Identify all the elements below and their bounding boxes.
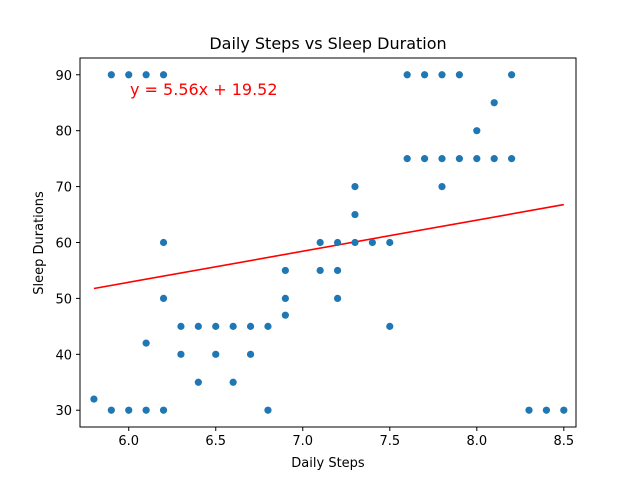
- data-point: [159, 238, 168, 247]
- plot-area: 6.0 6.5 7.0 7.5 8.0 8.5 30 40 50 60 70 80 90: [55, 57, 577, 449]
- y-tick-label: 30: [55, 404, 72, 419]
- data-point: [212, 322, 220, 330]
- data-point: [351, 210, 359, 219]
- data-point: [125, 406, 133, 414]
- chart-title: Daily Steps vs Sleep Duration: [209, 34, 446, 53]
- x-axis-label: Daily Steps: [291, 456, 365, 471]
- data-point: [142, 339, 150, 347]
- y-tick-label: 80: [55, 125, 72, 140]
- data-point: [281, 311, 289, 319]
- data-point: [508, 155, 516, 163]
- data-point: [560, 406, 568, 414]
- data-point: [229, 378, 237, 386]
- data-point: [142, 71, 150, 79]
- data-point: [333, 238, 342, 247]
- data-point: [438, 71, 446, 79]
- data-point: [107, 71, 115, 79]
- data-point: [403, 71, 411, 79]
- data-point: [159, 406, 168, 414]
- data-point: [351, 238, 359, 247]
- data-point: [542, 406, 551, 414]
- data-point: [107, 406, 115, 414]
- data-point: [368, 238, 376, 247]
- y-tick-label: 50: [55, 292, 72, 307]
- data-point: [473, 127, 481, 135]
- data-point: [194, 322, 202, 330]
- data-point: [125, 71, 133, 79]
- y-tick-label: 40: [55, 348, 72, 363]
- data-point: [333, 294, 342, 303]
- x-tick-label: 6.0: [118, 434, 139, 449]
- data-point: [246, 350, 255, 358]
- regression-equation-label: y = 5.56x + 19.52: [130, 80, 278, 99]
- data-point: [333, 266, 342, 275]
- data-point: [525, 406, 533, 414]
- data-point: [420, 71, 429, 79]
- data-point: [142, 406, 150, 414]
- data-point: [194, 378, 202, 386]
- x-tick-label: 7.5: [379, 434, 400, 449]
- axes-frame: [79, 57, 577, 428]
- data-point: [386, 238, 394, 247]
- y-axis-label: Sleep Durations: [32, 191, 47, 295]
- data-point: [159, 71, 168, 79]
- data-point: [316, 266, 324, 275]
- data-point: [508, 71, 516, 79]
- data-point: [177, 322, 185, 330]
- y-tick-label: 70: [55, 181, 72, 196]
- data-point: [212, 350, 220, 358]
- data-point: [281, 266, 289, 275]
- data-point: [455, 71, 463, 79]
- x-tick-label: 7.0: [292, 434, 313, 449]
- regression-line: [93, 203, 564, 290]
- data-point: [281, 294, 289, 303]
- data-point: [438, 182, 446, 191]
- data-point: [455, 155, 463, 163]
- data-point: [438, 155, 446, 163]
- data-point: [177, 350, 185, 358]
- data-point: [229, 322, 237, 330]
- data-point: [420, 155, 429, 163]
- data-point: [490, 155, 498, 163]
- data-point: [316, 238, 324, 247]
- y-tick-label: 60: [55, 237, 72, 252]
- data-point: [159, 294, 168, 303]
- data-point: [351, 182, 359, 191]
- data-point: [490, 99, 498, 107]
- data-point: [246, 322, 255, 330]
- data-point: [264, 406, 272, 414]
- y-tick-label: 90: [55, 69, 72, 84]
- data-point: [90, 395, 98, 403]
- data-point: [386, 322, 394, 330]
- data-point: [473, 155, 481, 163]
- data-point: [264, 322, 272, 330]
- data-point: [403, 155, 411, 163]
- x-tick-label: 6.5: [205, 434, 226, 449]
- x-tick-label: 8.0: [466, 434, 487, 449]
- x-tick-label: 8.5: [553, 434, 574, 449]
